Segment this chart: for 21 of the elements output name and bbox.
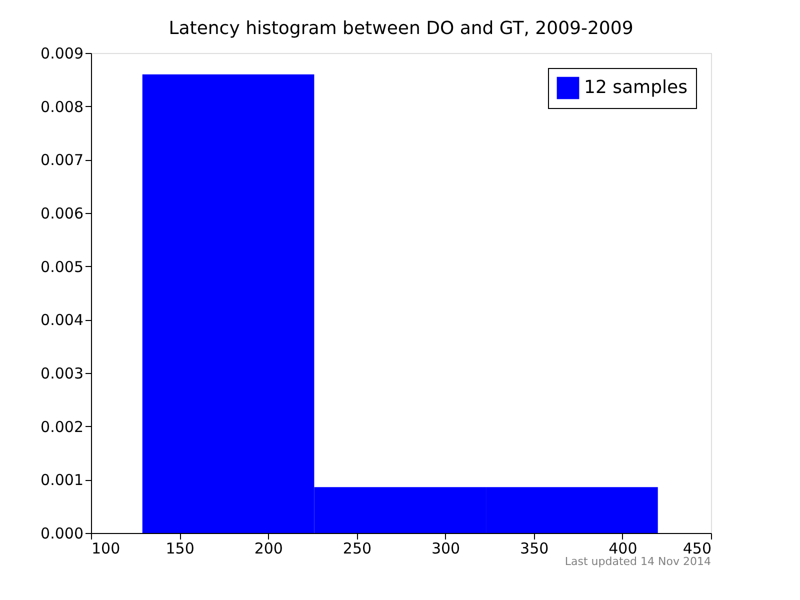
y-tick-label: 0.003 xyxy=(40,364,84,382)
x-tick-label: 300 xyxy=(431,540,460,558)
y-tick-label: 0.002 xyxy=(40,418,84,436)
x-tick-label: 100 xyxy=(92,540,120,558)
x-tick-label: 200 xyxy=(254,540,283,558)
y-tick-label: 0.008 xyxy=(40,98,84,116)
x-tick-label: 400 xyxy=(608,540,638,558)
x-tick-label: 150 xyxy=(166,540,194,558)
y-tick-label: 0.004 xyxy=(40,311,84,330)
y-tick-label: 0.006 xyxy=(40,204,84,222)
y-tick-label: 0.000 xyxy=(40,524,84,542)
y-tick-label: 0.007 xyxy=(40,151,84,170)
x-tick-label: 250 xyxy=(342,540,372,558)
y-tick-label: 0.009 xyxy=(40,44,84,62)
text: Last updated 14 Nov 2014 xyxy=(564,555,711,568)
chart-title: Latency histogram between DO and GT, 2009-2009 xyxy=(168,18,634,39)
x-tick-label: 350 xyxy=(520,540,549,558)
x-tick-label: 450 xyxy=(682,540,712,558)
y-tick-label: 0.005 xyxy=(40,258,84,276)
y-tick-label: 0.001 xyxy=(40,471,84,490)
legend-label: 12 samples xyxy=(584,77,688,98)
